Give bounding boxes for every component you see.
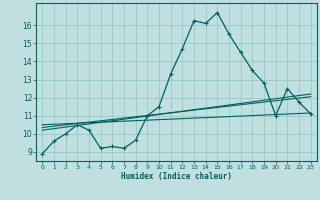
X-axis label: Humidex (Indice chaleur): Humidex (Indice chaleur) — [121, 172, 232, 181]
